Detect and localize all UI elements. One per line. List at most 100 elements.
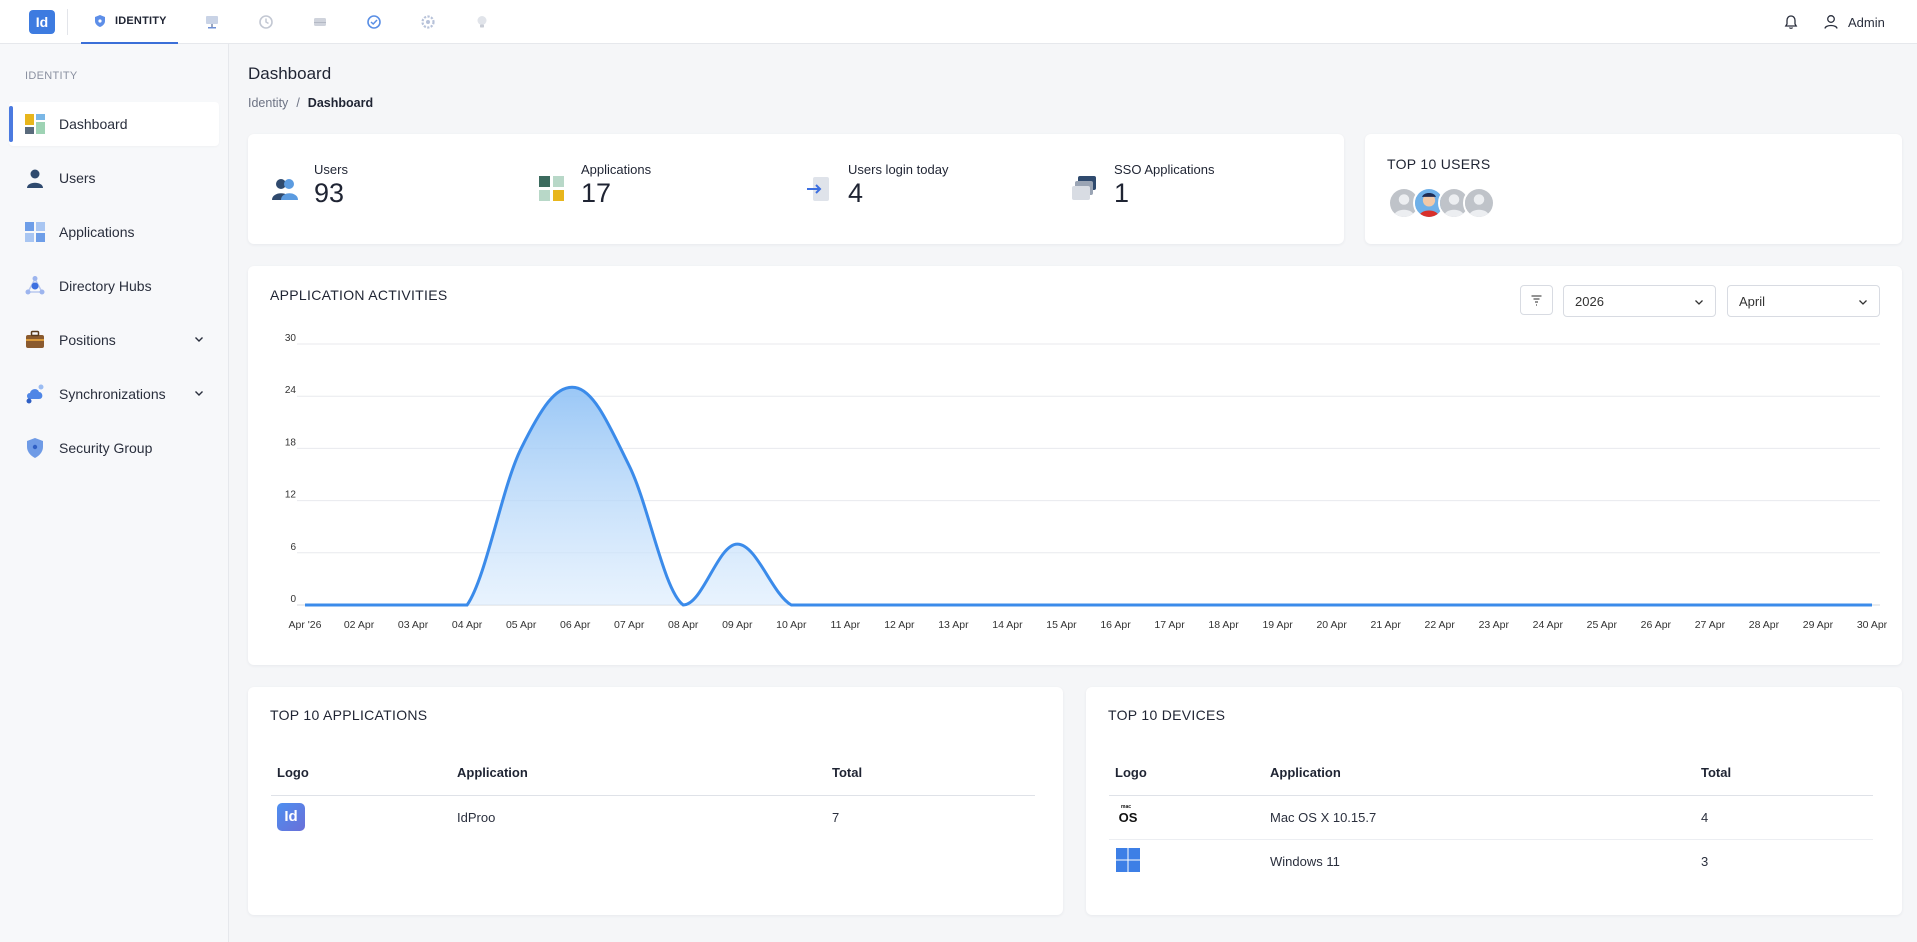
x-tick-label: 05 Apr bbox=[506, 619, 537, 631]
stat-label: SSO Applications bbox=[1114, 162, 1215, 177]
sidebar-item-synchronizations[interactable]: Synchronizations bbox=[9, 372, 219, 416]
storage-icon[interactable] bbox=[311, 13, 329, 31]
x-tick-label: 04 Apr bbox=[452, 619, 483, 631]
top-applications-card: TOP 10 APPLICATIONS Logo Application Tot… bbox=[248, 687, 1063, 915]
sidebar-item-label: Synchronizations bbox=[59, 386, 166, 402]
app-total: 7 bbox=[832, 809, 840, 825]
top-applications-table: Logo Application Total Id IdProo 7 bbox=[271, 751, 1035, 839]
check-circle-icon[interactable] bbox=[365, 13, 383, 31]
x-tick-label: 06 Apr bbox=[560, 619, 591, 631]
history-icon[interactable] bbox=[257, 13, 275, 31]
table-row[interactable]: Id IdProo 7 bbox=[271, 795, 1035, 839]
x-tick-label: 25 Apr bbox=[1587, 619, 1618, 631]
user-menu[interactable]: Admin bbox=[1822, 0, 1885, 44]
card-title: TOP 10 USERS bbox=[1387, 156, 1491, 172]
stat-users-login-today[interactable]: Users login today 4 bbox=[804, 162, 948, 209]
col-total[interactable]: Total bbox=[826, 751, 1035, 796]
avatar[interactable] bbox=[1463, 187, 1495, 219]
chevron-down-icon bbox=[1859, 300, 1867, 305]
y-tick-label: 24 bbox=[285, 385, 297, 396]
table-row[interactable]: mac OS Mac OS X 10.15.7 4 bbox=[1109, 795, 1873, 840]
table-row[interactable]: Windows 11 3 bbox=[1109, 839, 1873, 883]
sidebar-item-label: Directory Hubs bbox=[59, 278, 152, 294]
application-activities-card: APPLICATION ACTIVITIES 2026 April 0 6 12 18… bbox=[248, 266, 1902, 665]
x-tick-label: 13 Apr bbox=[938, 619, 969, 631]
sidebar-item-label: Dashboard bbox=[59, 116, 128, 132]
x-tick-label: 14 Apr bbox=[992, 619, 1023, 631]
tab-identity[interactable]: IDENTITY bbox=[81, 0, 178, 44]
sidebar-item-dashboard[interactable]: Dashboard bbox=[9, 102, 219, 146]
x-tick-label: 30 Apr bbox=[1857, 619, 1888, 631]
stat-value: 17 bbox=[581, 178, 612, 208]
x-tick-label: 03 Apr bbox=[398, 619, 429, 631]
breadcrumb-identity[interactable]: Identity bbox=[248, 96, 289, 110]
month-select-value: April bbox=[1739, 293, 1766, 309]
sidebar-item-positions[interactable]: Positions bbox=[9, 318, 219, 362]
x-tick-label: 02 Apr bbox=[344, 619, 375, 631]
x-tick-label: 19 Apr bbox=[1262, 619, 1293, 631]
app-name: IdProo bbox=[457, 809, 496, 825]
sidebar-item-directory-hubs[interactable]: Directory Hubs bbox=[9, 264, 219, 308]
stat-label: Users login today bbox=[848, 162, 949, 177]
sidebar-item-applications[interactable]: Applications bbox=[9, 210, 219, 254]
gear-icon[interactable] bbox=[419, 13, 437, 31]
cloud-sync-icon bbox=[26, 384, 44, 404]
col-logo[interactable]: Logo bbox=[1109, 751, 1264, 796]
sidebar-item-label: Applications bbox=[59, 224, 135, 240]
stat-users[interactable]: Users 93 bbox=[270, 162, 348, 209]
breadcrumb-current: Dashboard bbox=[307, 96, 374, 110]
month-select[interactable]: April bbox=[1727, 285, 1880, 317]
x-tick-label: 18 Apr bbox=[1208, 619, 1239, 631]
idproo-logo: Id bbox=[277, 803, 305, 832]
x-tick-label: 24 Apr bbox=[1533, 619, 1564, 631]
briefcase-icon bbox=[26, 330, 44, 348]
applications-icon bbox=[25, 222, 45, 242]
device-name: Mac OS X 10.15.7 bbox=[1264, 795, 1695, 840]
year-select[interactable]: 2026 bbox=[1563, 285, 1716, 317]
bell-icon[interactable] bbox=[1782, 13, 1800, 31]
top-users-card: TOP 10 USERS bbox=[1365, 134, 1902, 244]
card-title: APPLICATION ACTIVITIES bbox=[270, 287, 448, 303]
stat-applications[interactable]: Applications 17 bbox=[537, 162, 651, 209]
stat-value: 93 bbox=[314, 178, 345, 208]
x-tick-label: 08 Apr bbox=[668, 619, 699, 631]
y-tick-label: 30 bbox=[285, 333, 297, 344]
sidebar-item-label: Security Group bbox=[59, 440, 153, 456]
stat-label: Applications bbox=[581, 162, 652, 177]
top-devices-table: Logo Application Total mac OS Mac OS X 10… bbox=[1109, 751, 1873, 883]
avatar[interactable] bbox=[1413, 187, 1445, 219]
col-application[interactable]: Application bbox=[451, 751, 826, 796]
x-tick-label: 20 Apr bbox=[1316, 619, 1347, 631]
filter-button[interactable] bbox=[1520, 285, 1553, 315]
sidebar-item-users[interactable]: Users bbox=[9, 156, 219, 200]
lightbulb-icon[interactable] bbox=[473, 13, 491, 31]
activities-chart: 0 6 12 18 24 30 Apr '26 02 Apr 03 Apr 04 Apr 05 A… bbox=[285, 333, 1888, 631]
col-logo[interactable]: Logo bbox=[271, 751, 451, 796]
divider bbox=[67, 9, 68, 35]
x-tick-label: 11 Apr bbox=[831, 619, 861, 631]
col-application[interactable]: Application bbox=[1264, 751, 1695, 796]
col-total[interactable]: Total bbox=[1695, 751, 1873, 796]
shield-icon bbox=[95, 15, 105, 27]
y-tick-label: 12 bbox=[285, 490, 297, 501]
chevron-down-icon[interactable] bbox=[193, 387, 205, 399]
activity-area bbox=[305, 387, 1872, 605]
windows-icon bbox=[1116, 847, 1140, 872]
monitor-icon[interactable] bbox=[203, 13, 221, 31]
stat-sso-applications[interactable]: SSO Applications 1 bbox=[1070, 162, 1214, 209]
x-tick-label: 28 Apr bbox=[1749, 619, 1780, 631]
mac-os-icon: mac OS bbox=[1118, 803, 1138, 825]
stat-value: 1 bbox=[1114, 178, 1130, 208]
sso-apps-icon bbox=[1072, 176, 1096, 200]
sidebar-item-security-group[interactable]: Security Group bbox=[9, 426, 219, 470]
tab-identity-label: IDENTITY bbox=[115, 15, 167, 27]
x-tick-label: 29 Apr bbox=[1803, 619, 1834, 631]
top-bar: Id IDENTITY Admin bbox=[0, 0, 1917, 44]
app-logo[interactable]: Id bbox=[29, 10, 55, 34]
x-tick-label: 10 Apr bbox=[776, 619, 807, 631]
filter-icon bbox=[1531, 294, 1542, 306]
x-tick-label: 17 Apr bbox=[1154, 619, 1185, 631]
notifications[interactable] bbox=[1782, 0, 1800, 44]
stats-card: Users 93 Applications 17 Users login today… bbox=[248, 134, 1344, 244]
chevron-down-icon[interactable] bbox=[193, 333, 205, 345]
